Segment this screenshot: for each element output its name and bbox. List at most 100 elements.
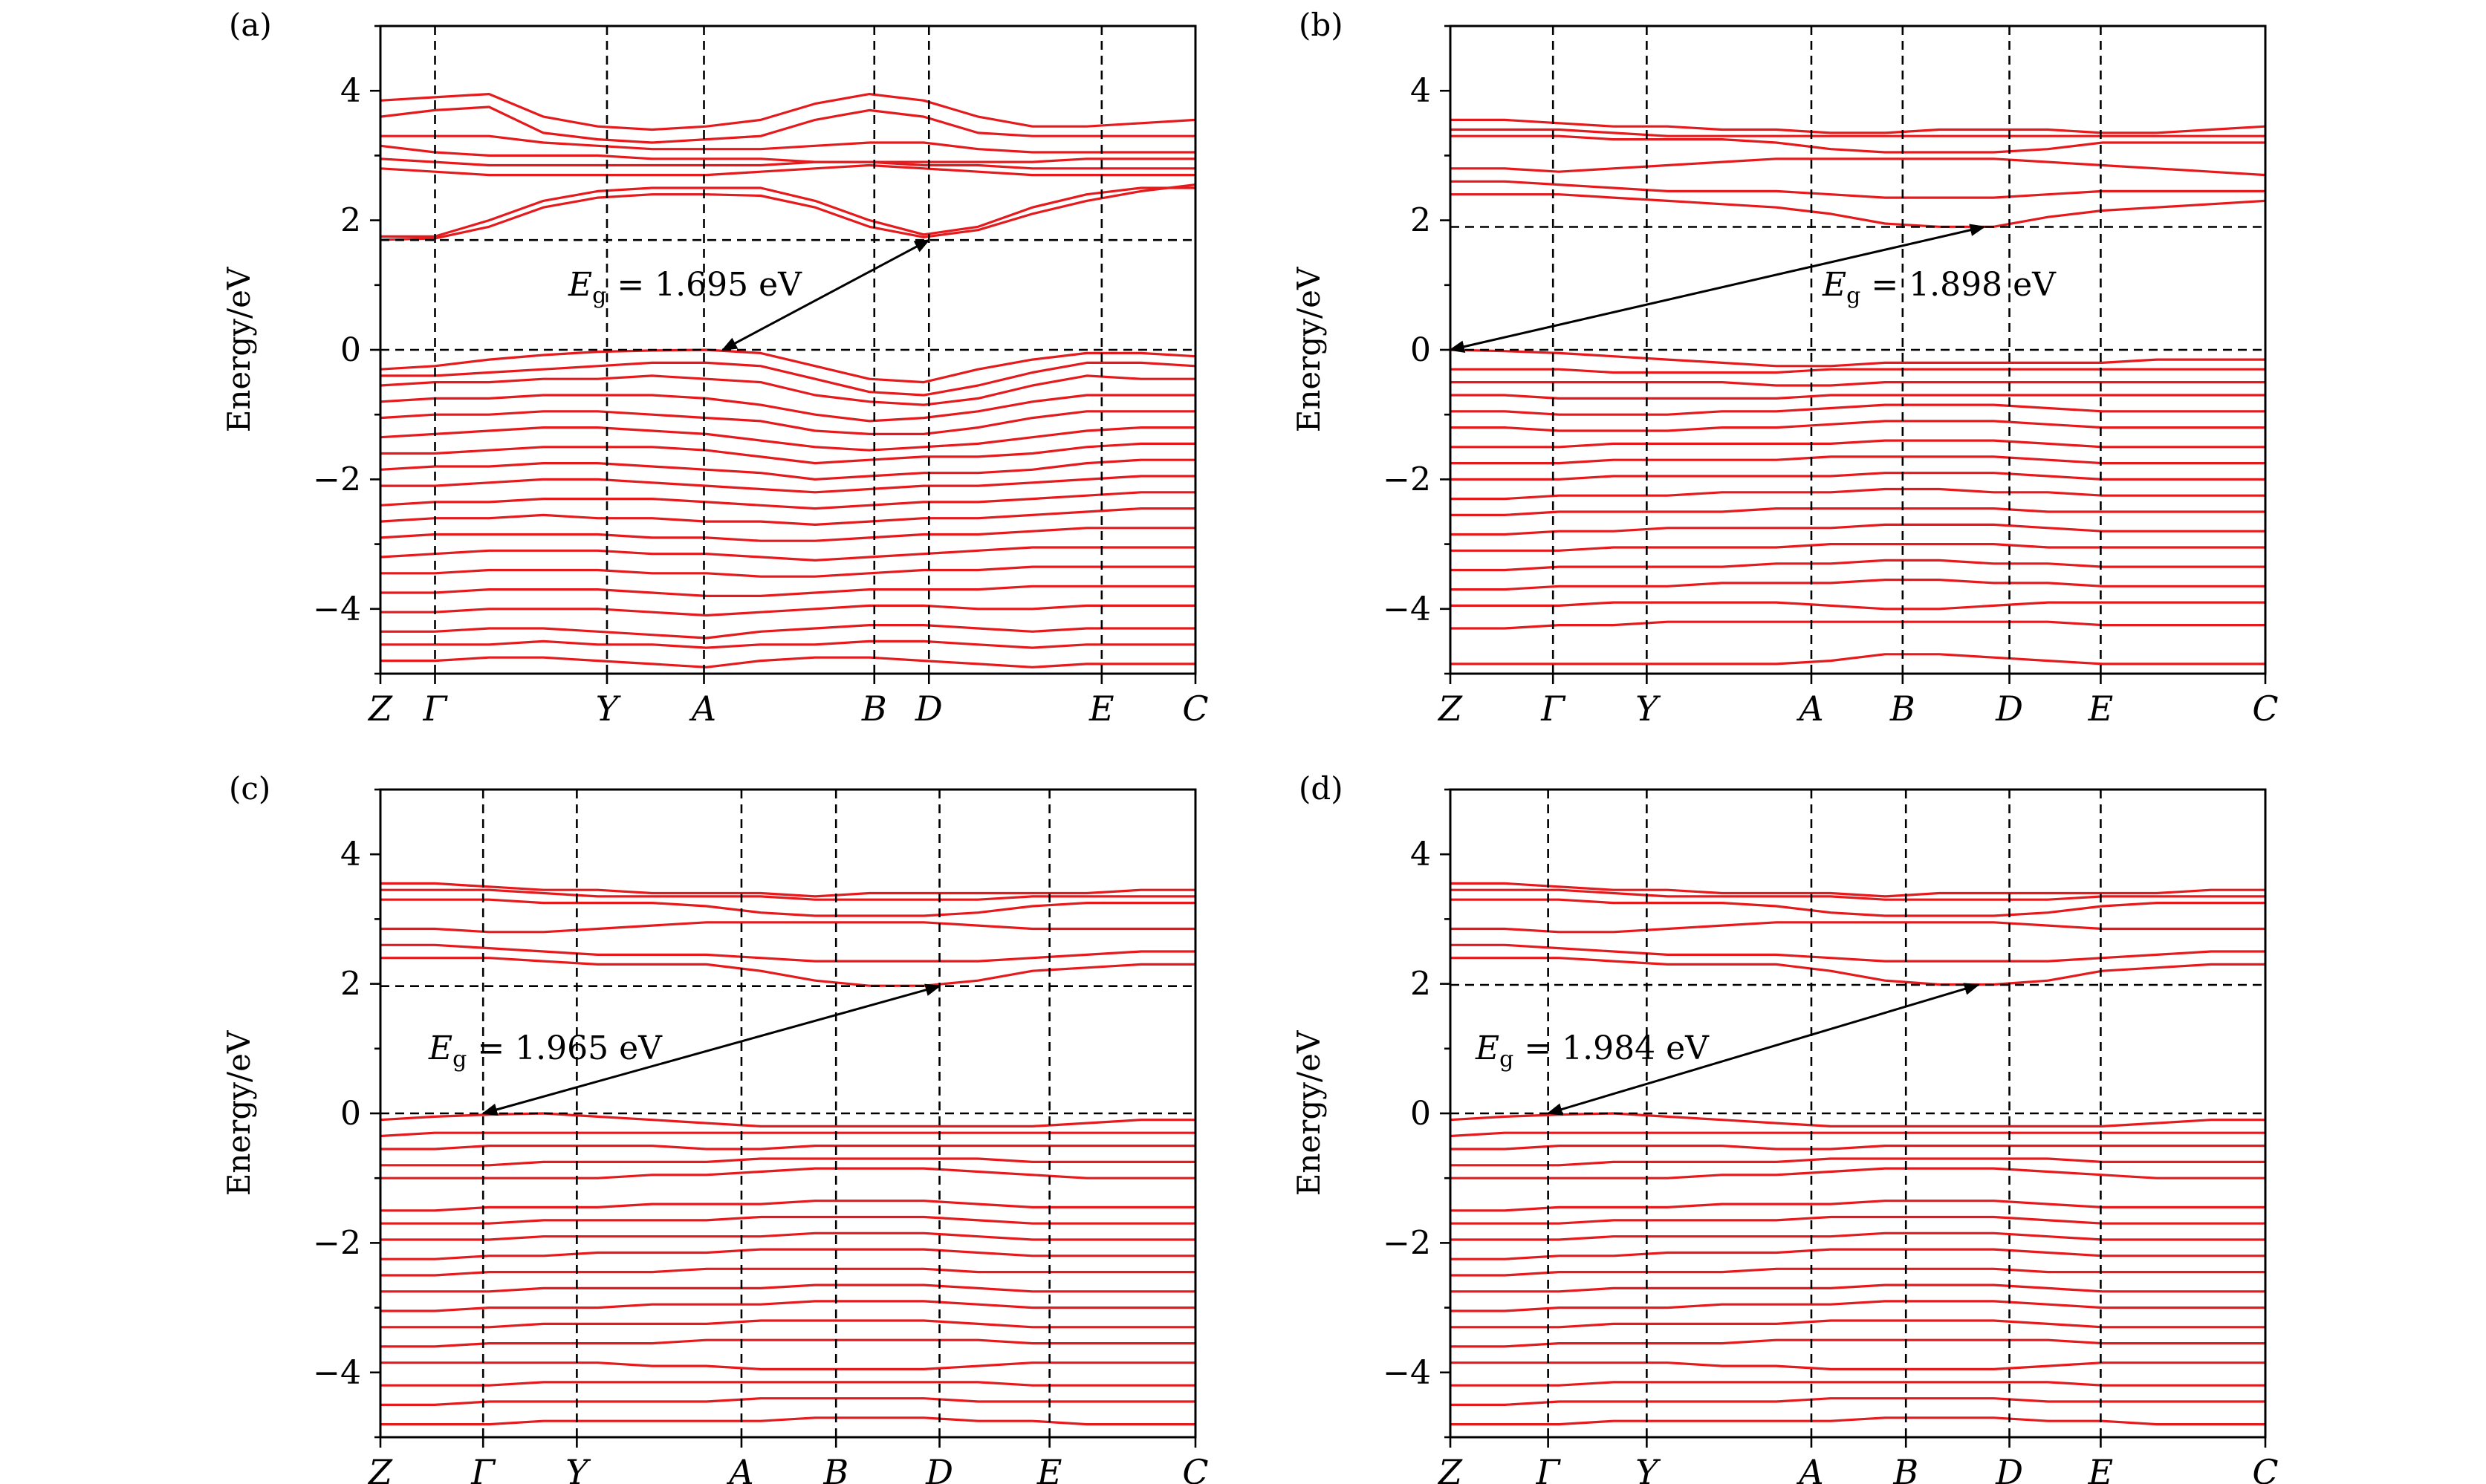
valence-band-line <box>380 1167 1195 1179</box>
band-gap-value: = 1.695 eV <box>606 266 802 304</box>
k-point-label: Y <box>565 1452 591 1484</box>
band-gap-subscript: g <box>592 283 606 309</box>
valence-band-line <box>380 565 1195 578</box>
valence-band-line <box>1450 1144 2265 1151</box>
conduction-band-line <box>380 882 1195 898</box>
valence-band-line <box>1450 368 2265 374</box>
conduction-band-line <box>380 105 1195 144</box>
valence-band-line <box>1450 507 2265 517</box>
k-point-label: E <box>2088 1452 2114 1484</box>
panel-label: (c) <box>229 770 270 807</box>
valence-band-line <box>1450 1319 2265 1329</box>
valence-band-line <box>380 348 1195 384</box>
y-tick-label: 0 <box>1410 331 1431 369</box>
y-tick-label: −2 <box>313 1224 361 1262</box>
band-gap-label: Eg = 1.984 eV <box>1475 1029 1710 1073</box>
k-point-label: E <box>2088 689 2114 729</box>
y-tick-label: 2 <box>340 966 361 1003</box>
valence-band-line <box>1450 1167 2265 1179</box>
valence-band-line <box>380 1361 1195 1371</box>
y-axis-label: Energy/eV <box>221 1030 257 1196</box>
valence-band-line <box>1450 559 2265 572</box>
k-point-label: C <box>2252 689 2278 729</box>
k-point-label: B <box>822 1452 848 1484</box>
conduction-band-line <box>380 134 1195 154</box>
valence-band-line <box>1450 1200 2265 1212</box>
k-point-label: Z <box>367 1452 393 1484</box>
y-tick-label: 2 <box>340 202 361 240</box>
valence-band-line <box>380 458 1195 481</box>
band-gap-symbol: E <box>1475 1029 1499 1067</box>
valence-band-line <box>1450 348 2265 368</box>
valence-band-line <box>1450 1215 2265 1225</box>
y-axis-label: Energy/eV <box>1291 1030 1327 1196</box>
bands-group <box>380 92 1195 668</box>
valence-band-line <box>1450 1381 2265 1387</box>
k-point-label: C <box>1182 1452 1208 1484</box>
conduction-band-line <box>380 921 1195 934</box>
valence-band-line <box>1450 1397 2265 1407</box>
bands-group <box>380 882 1195 1426</box>
valence-band-line <box>380 1283 1195 1293</box>
conduction-band-line <box>1450 882 2265 898</box>
conduction-band-line <box>1450 921 2265 934</box>
y-tick-label: 2 <box>1410 202 1431 240</box>
valence-band-line <box>1450 578 2265 591</box>
valence-band-line <box>1450 1157 2265 1167</box>
k-point-label: B <box>1892 1452 1918 1484</box>
valence-band-line <box>1450 439 2265 449</box>
band-gap-label: Eg = 1.965 eV <box>428 1029 663 1073</box>
valence-band-line <box>1450 1267 2265 1277</box>
valence-band-line <box>380 546 1195 562</box>
y-tick-label: 0 <box>340 331 361 369</box>
band-gap-symbol: E <box>1822 266 1846 304</box>
k-point-label: B <box>1889 689 1915 729</box>
valence-band-line <box>380 507 1195 527</box>
y-tick-label: 0 <box>1410 1095 1431 1133</box>
conduction-band-line <box>380 183 1195 241</box>
valence-band-line <box>1450 653 2265 665</box>
valence-band-line <box>1450 620 2265 630</box>
k-point-label: Y <box>596 689 622 729</box>
valence-band-line <box>1450 1231 2265 1241</box>
valence-band-line <box>380 1112 1195 1128</box>
y-tick-label: 2 <box>1410 966 1431 1003</box>
valence-band-line <box>1450 420 2265 432</box>
valence-band-line <box>1450 394 2265 400</box>
y-tick-label: −4 <box>313 590 361 628</box>
k-point-label: D <box>915 689 943 729</box>
y-tick-label: −4 <box>1383 590 1431 628</box>
band-gap-value: = 1.965 eV <box>467 1029 663 1067</box>
valence-band-line <box>380 1215 1195 1225</box>
band-panel: Eg = 1.898 eV −4 −2 0 2 4 Z Γ Y A B D E C Energy/eV (b) <box>1291 7 2279 729</box>
y-tick-label: −4 <box>313 1354 361 1392</box>
conduction-band-line <box>380 943 1195 963</box>
valence-band-line <box>380 623 1195 640</box>
band-gap-subscript: g <box>1499 1047 1513 1073</box>
valence-band-line <box>1450 1112 2265 1128</box>
valence-band-line <box>380 585 1195 598</box>
panel-label: (d) <box>1299 770 1343 807</box>
k-point-label: C <box>2252 1452 2278 1484</box>
valence-band-line <box>380 1319 1195 1329</box>
k-point-label: A <box>1796 1452 1823 1484</box>
valence-band-line <box>380 1397 1195 1407</box>
conduction-band-line <box>1450 134 2265 154</box>
valence-band-line <box>380 361 1195 397</box>
k-point-label: Γ <box>423 689 449 729</box>
band-gap-subscript: g <box>452 1047 467 1073</box>
valence-band-line <box>380 1144 1195 1151</box>
y-tick-label: 4 <box>1410 72 1431 110</box>
valence-band-line <box>380 527 1195 542</box>
valence-band-line <box>380 442 1195 465</box>
band-gap-arrow <box>721 238 931 351</box>
valence-band-line <box>380 426 1195 452</box>
conduction-band-line <box>380 92 1195 131</box>
valence-band-line <box>1450 1361 2265 1371</box>
y-tick-label: −4 <box>1383 1354 1431 1392</box>
valence-band-line <box>1450 542 2265 552</box>
y-tick-label: −2 <box>1383 1224 1431 1262</box>
band-panel: Eg = 1.965 eV −4 −2 0 2 4 Z Γ Y A B D E C Energy/eV (c) <box>221 770 1209 1484</box>
valence-band-line <box>380 410 1195 436</box>
